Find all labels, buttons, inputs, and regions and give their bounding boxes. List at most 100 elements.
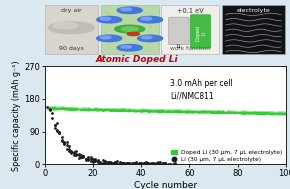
Point bbox=[144, 161, 148, 164]
Point bbox=[91, 158, 95, 161]
Point bbox=[115, 160, 119, 163]
Point bbox=[86, 159, 90, 162]
Point bbox=[74, 149, 79, 152]
Point bbox=[69, 149, 74, 152]
Text: work function: work function bbox=[171, 46, 210, 51]
Point bbox=[64, 140, 69, 143]
Point bbox=[129, 161, 134, 164]
Point bbox=[100, 159, 105, 162]
Point bbox=[98, 161, 103, 164]
Point bbox=[120, 162, 124, 165]
Point bbox=[139, 162, 144, 165]
Point bbox=[64, 143, 69, 146]
Point bbox=[50, 117, 55, 120]
Text: Atomic Doped Li: Atomic Doped Li bbox=[95, 55, 178, 64]
Point bbox=[72, 152, 76, 155]
Point bbox=[67, 148, 71, 151]
Circle shape bbox=[48, 22, 94, 34]
Point bbox=[127, 162, 131, 165]
Point bbox=[161, 161, 165, 164]
Point bbox=[86, 155, 90, 158]
Point bbox=[137, 161, 141, 164]
Circle shape bbox=[121, 27, 138, 31]
Point bbox=[100, 162, 105, 165]
Circle shape bbox=[141, 17, 152, 20]
Point bbox=[148, 162, 153, 165]
Point bbox=[98, 163, 103, 166]
Point bbox=[148, 162, 153, 165]
Point bbox=[72, 153, 76, 156]
Point bbox=[117, 161, 122, 164]
Circle shape bbox=[121, 8, 131, 11]
Point bbox=[129, 162, 134, 165]
Point bbox=[108, 161, 112, 164]
Point bbox=[110, 161, 115, 164]
FancyBboxPatch shape bbox=[45, 5, 98, 54]
Text: dry air: dry air bbox=[61, 8, 82, 13]
Point bbox=[57, 132, 62, 135]
Point bbox=[96, 160, 100, 163]
Circle shape bbox=[117, 44, 142, 51]
Point bbox=[84, 157, 88, 160]
Point bbox=[110, 161, 115, 164]
Point bbox=[124, 162, 129, 165]
Circle shape bbox=[97, 16, 122, 23]
Point bbox=[153, 162, 158, 165]
Point bbox=[158, 163, 163, 166]
Circle shape bbox=[138, 16, 163, 23]
Point bbox=[156, 163, 160, 166]
Point bbox=[105, 160, 110, 163]
Text: +0.1 eV: +0.1 eV bbox=[177, 8, 204, 14]
Point bbox=[120, 162, 124, 165]
FancyBboxPatch shape bbox=[162, 5, 219, 54]
Point bbox=[76, 156, 81, 160]
Point bbox=[67, 145, 71, 148]
Circle shape bbox=[117, 7, 142, 14]
Point bbox=[93, 160, 98, 163]
Circle shape bbox=[121, 45, 131, 48]
Circle shape bbox=[127, 33, 139, 36]
Point bbox=[64, 148, 69, 151]
Point bbox=[115, 162, 119, 165]
Point bbox=[74, 153, 79, 156]
Point bbox=[124, 161, 129, 164]
Point bbox=[115, 163, 119, 166]
Y-axis label: Specific capacity (mAh g⁻¹): Specific capacity (mAh g⁻¹) bbox=[12, 60, 21, 171]
Point bbox=[173, 162, 177, 165]
Point bbox=[113, 160, 117, 163]
Point bbox=[151, 162, 155, 165]
Point bbox=[108, 161, 112, 164]
Circle shape bbox=[100, 36, 111, 39]
Point bbox=[91, 160, 95, 163]
Point bbox=[127, 161, 131, 164]
FancyBboxPatch shape bbox=[169, 17, 189, 45]
Point bbox=[103, 161, 107, 164]
Point bbox=[122, 161, 127, 164]
Point bbox=[161, 161, 165, 164]
Point bbox=[127, 161, 131, 164]
Circle shape bbox=[138, 35, 163, 42]
Point bbox=[55, 122, 59, 125]
Point bbox=[84, 157, 88, 160]
Point bbox=[79, 156, 84, 159]
Point bbox=[156, 160, 160, 163]
Point bbox=[81, 154, 86, 157]
Point bbox=[76, 153, 81, 156]
Point bbox=[96, 161, 100, 164]
Point bbox=[124, 161, 129, 164]
Point bbox=[59, 138, 64, 141]
Point bbox=[88, 156, 93, 159]
Point bbox=[52, 124, 57, 127]
Point bbox=[50, 112, 55, 115]
Point bbox=[88, 157, 93, 160]
FancyBboxPatch shape bbox=[222, 5, 285, 54]
Point bbox=[134, 161, 139, 164]
Point bbox=[45, 105, 50, 108]
Text: Li: Li bbox=[177, 44, 181, 49]
Point bbox=[113, 161, 117, 164]
Point bbox=[62, 142, 66, 145]
Text: Li//NMC811: Li//NMC811 bbox=[170, 91, 214, 100]
Point bbox=[134, 162, 139, 165]
Point bbox=[86, 157, 90, 160]
Point bbox=[57, 131, 62, 134]
